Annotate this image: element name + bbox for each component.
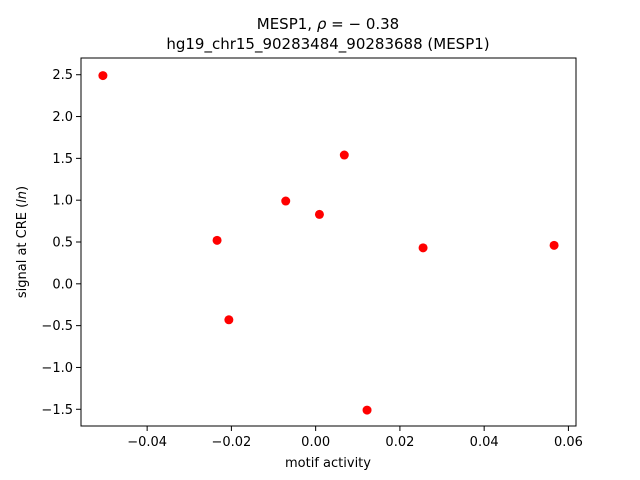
chart-title-line1: MESP1, ρ = − 0.38 bbox=[257, 15, 399, 33]
x-tick-label: −0.04 bbox=[127, 435, 167, 450]
data-point-4 bbox=[314, 209, 324, 219]
x-axis-label: motif activity bbox=[285, 456, 371, 471]
y-tick-label: 0.5 bbox=[52, 236, 73, 251]
data-point-1 bbox=[212, 235, 222, 245]
y-axis-label-main: signal at CRE ( bbox=[15, 203, 30, 298]
x-tick-label: 0.00 bbox=[301, 435, 330, 450]
data-point-0 bbox=[98, 71, 108, 81]
y-tick-label: 2.0 bbox=[52, 110, 73, 125]
x-tick-label: 0.04 bbox=[470, 435, 499, 450]
y-tick-label: 1.5 bbox=[52, 152, 73, 167]
y-axis-ticks: −1.5 −1.0 −0.5 0.0 0.5 1.0 1.5 2.0 2.5 bbox=[41, 68, 81, 418]
y-axis-label: signal at CRE (ln) bbox=[15, 186, 30, 298]
y-tick-label: −0.5 bbox=[41, 319, 73, 334]
data-point-7 bbox=[418, 243, 428, 253]
y-tick-label: 2.5 bbox=[52, 68, 73, 83]
title-prefix: MESP1, bbox=[257, 15, 317, 33]
y-axis-label-ln: ln bbox=[15, 191, 30, 203]
data-point-3 bbox=[281, 196, 291, 206]
y-axis-label-close: ) bbox=[15, 186, 30, 191]
data-point-8 bbox=[549, 240, 559, 250]
chart-title-line2: hg19_chr15_90283484_90283688 (MESP1) bbox=[166, 35, 489, 54]
title-suffix: = − 0.38 bbox=[326, 15, 399, 33]
data-point-5 bbox=[339, 150, 349, 160]
x-tick-label: 0.06 bbox=[554, 435, 583, 450]
y-tick-label: 1.0 bbox=[52, 194, 73, 209]
x-axis-ticks: −0.04 −0.02 0.00 0.02 0.04 0.06 bbox=[127, 426, 583, 450]
x-tick-label: 0.02 bbox=[385, 435, 414, 450]
data-point-6 bbox=[362, 405, 372, 415]
y-tick-label: −1.0 bbox=[41, 361, 73, 376]
y-tick-label: −1.5 bbox=[41, 403, 73, 418]
plot-frame bbox=[80, 57, 577, 427]
y-tick-label: 0.0 bbox=[52, 277, 73, 292]
title-rho: ρ bbox=[317, 15, 327, 33]
data-point-2 bbox=[224, 315, 234, 325]
data-points bbox=[98, 71, 559, 415]
x-tick-label: −0.02 bbox=[211, 435, 251, 450]
